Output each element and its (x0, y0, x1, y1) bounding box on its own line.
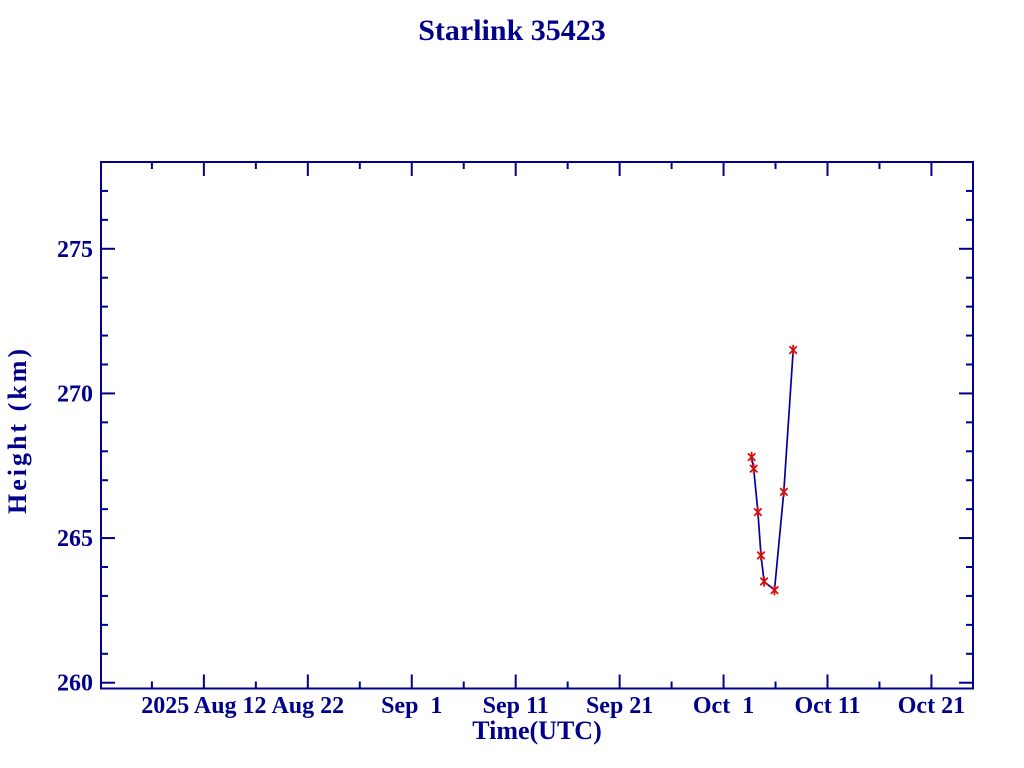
x-tick-label: Sep 1 (381, 693, 442, 719)
data-point-asterisk-marker (753, 506, 762, 518)
y-tick-label: 260 (57, 671, 93, 697)
plot-border (100, 161, 974, 690)
y-tick-label: 275 (57, 237, 93, 263)
x-tick-label: Aug 22 (271, 693, 344, 719)
x-axis-title: Time(UTC) (472, 716, 602, 745)
data-point-asterisk-marker (759, 576, 769, 587)
data-point-asterisk-marker (747, 451, 756, 463)
data-point-asterisk-marker (789, 344, 798, 356)
x-tick-label: Oct 1 (693, 693, 754, 719)
y-tick-label: 265 (57, 526, 93, 552)
height-trend-line (750, 349, 795, 592)
x-tick-label: Sep 11 (483, 693, 549, 719)
x-tick-label: 2025 Aug 12 (141, 693, 266, 719)
y-tick-label: 270 (57, 381, 93, 407)
chart-title: Starlink 35423 (418, 14, 606, 47)
x-tick-label: Oct 11 (794, 693, 860, 719)
tick-label-layer: 2025 Aug 12 Aug 22 Sep 1 Sep 11 Sep 21 Oct 1 O… (57, 237, 965, 719)
data-point-asterisk-marker (770, 584, 779, 596)
data-point-asterisk-marker (756, 550, 766, 561)
data-point-asterisk-marker (749, 463, 758, 475)
x-tick-label: Sep 21 (586, 693, 653, 719)
data-series-layer (747, 344, 798, 596)
x-tick-label: Oct 21 (898, 693, 965, 719)
y-axis-title: Height (km) (3, 346, 32, 514)
data-point-asterisk-marker (779, 486, 788, 498)
axes-layer (100, 161, 974, 690)
